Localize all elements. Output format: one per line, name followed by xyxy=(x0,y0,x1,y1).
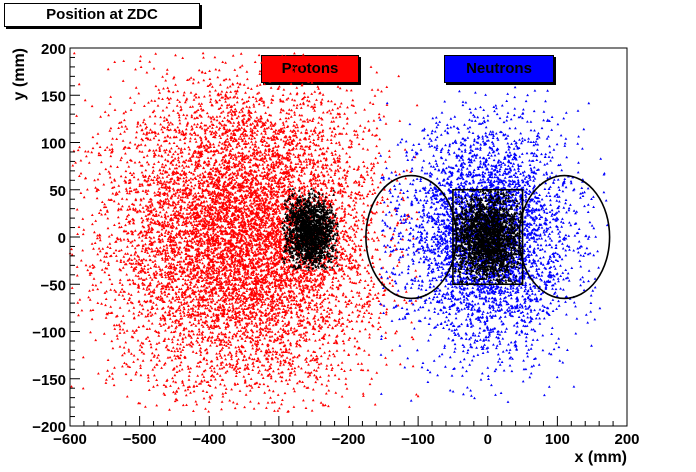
acceptance-box xyxy=(452,188,524,286)
legend-protons: Protons xyxy=(261,55,359,83)
x-tick-label: −400 xyxy=(192,431,226,448)
x-tick-label: −500 xyxy=(123,431,157,448)
x-tick-label: 200 xyxy=(614,431,639,448)
hits-3-points xyxy=(452,188,524,285)
scatter-markers xyxy=(281,187,340,271)
y-tick-label: −100 xyxy=(32,325,66,342)
x-tick-label: 0 xyxy=(484,431,492,448)
y-tick-label: −150 xyxy=(32,372,66,389)
x-tick-label: −100 xyxy=(401,431,435,448)
acceptance-ellipse-0 xyxy=(365,174,458,300)
x-tick-label: −300 xyxy=(262,431,296,448)
x-tick-label: −600 xyxy=(53,431,87,448)
y-tick-label: 0 xyxy=(58,230,66,247)
chart-title: Position at ZDC xyxy=(4,3,200,27)
axes-layer: −600 −500 −400 −300 −200 −100 0 100 200200150100… xyxy=(32,41,639,448)
x-tick-label: 100 xyxy=(545,431,570,448)
x-axis-label: x (mm) xyxy=(575,449,627,466)
hits-2-points xyxy=(281,187,340,271)
y-tick-label: −50 xyxy=(41,277,66,294)
points-layer xyxy=(68,51,609,413)
protons-points xyxy=(68,51,420,413)
y-tick-label: 150 xyxy=(41,88,66,105)
y-axis-label: y (mm) xyxy=(11,48,28,100)
legend-neutrons: Neutrons xyxy=(444,55,554,83)
scatter-markers xyxy=(452,188,524,285)
annotation-layer xyxy=(365,174,611,300)
scatter-markers xyxy=(68,51,420,413)
y-tick-label: 100 xyxy=(41,136,66,153)
y-tick-label: 50 xyxy=(49,183,66,200)
acceptance-ellipse-1 xyxy=(518,174,611,300)
x-tick-label: −200 xyxy=(332,431,366,448)
y-tick-label: 200 xyxy=(41,41,66,58)
y-tick-label: −200 xyxy=(32,419,66,436)
